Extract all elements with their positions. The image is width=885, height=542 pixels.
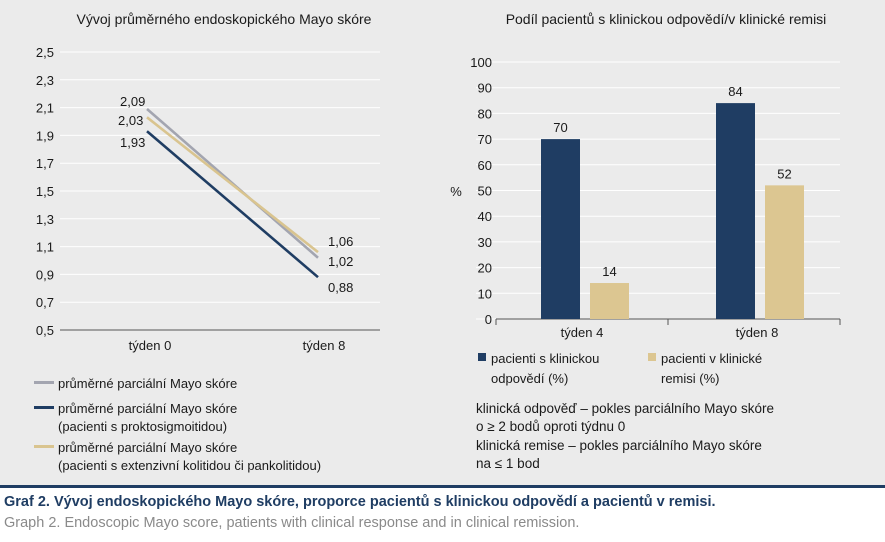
line-chart-y-tick: 1,7 [36, 156, 54, 171]
line-legend-label: průměrné parciální Mayo skóre [58, 376, 237, 391]
line-series-3 [146, 116, 319, 254]
note-line-3: klinická remise – pokles parciálního May… [476, 438, 762, 453]
line-chart-title: Vývoj průměrného endoskopického Mayo skó… [77, 11, 372, 27]
line-data-label: 1,93 [120, 135, 145, 150]
line-data-label: 1,06 [328, 234, 353, 249]
bar-series-2 [765, 185, 804, 319]
line-chart-y-tick: 1,9 [36, 128, 54, 143]
line-legend-label: průměrné parciální Mayo skóre [58, 440, 237, 455]
caption-czech: Graf 2. Vývoj endoskopického Mayo skóre,… [4, 494, 716, 510]
bar-legend-label: odpovědí (%) [491, 371, 568, 386]
line-chart-y-tick: 2,5 [36, 45, 54, 60]
line-data-label: 2,03 [118, 113, 143, 128]
line-legend-label: (pacienti s extenzivní kolitidou či pank… [58, 458, 321, 473]
line-data-label: 2,09 [120, 94, 145, 109]
bar-chart-y-tick: 20 [478, 261, 492, 276]
line-chart-y-tick: 0,5 [36, 323, 54, 338]
bar-legend-swatch [648, 353, 656, 361]
bar-legend-label: pacienti v klinické [661, 351, 762, 366]
line-chart-y-tick: 0,7 [36, 295, 54, 310]
bar-chart-x-tick: týden 4 [561, 325, 604, 340]
bar-chart-y-tick: 40 [478, 209, 492, 224]
line-chart-y-tick: 1,5 [36, 184, 54, 199]
bar-data-label: 52 [777, 166, 791, 181]
caption-english: Graph 2. Endoscopic Mayo score, patients… [4, 515, 580, 531]
line-data-label: 1,02 [328, 254, 353, 269]
bar-series-2 [590, 283, 629, 319]
bar-series-1 [541, 139, 580, 319]
line-chart-x-tick: týden 0 [129, 338, 172, 353]
bar-chart-y-tick: 80 [478, 106, 492, 121]
bar-chart-y-tick: 30 [478, 235, 492, 250]
bar-chart-y-tick: 50 [478, 184, 492, 199]
bar-chart-x-tick: týden 8 [736, 325, 779, 340]
line-chart-y-tick: 2,1 [36, 101, 54, 116]
figure-svg: Vývoj průměrného endoskopického Mayo skó… [34, 11, 841, 473]
bar-chart-y-tick: 70 [478, 132, 492, 147]
caption-divider [0, 485, 885, 488]
line-chart-y-tick: 2,3 [36, 73, 54, 88]
note-line-2: o ≥ 2 bodů oproti týdnu 0 [476, 419, 626, 434]
bar-legend-label: remisi (%) [661, 371, 720, 386]
line-chart-y-tick: 1,3 [36, 212, 54, 227]
bar-legend-swatch [478, 353, 486, 361]
bar-chart-y-tick: 100 [470, 55, 492, 70]
line-chart-y-tick: 1,1 [36, 240, 54, 255]
note-line-4: na ≤ 1 bod [476, 456, 540, 471]
line-legend-label: průměrné parciální Mayo skóre [58, 401, 237, 416]
line-series-2 [146, 130, 319, 279]
bar-data-label: 14 [602, 264, 616, 279]
bar-chart-y-tick: 90 [478, 81, 492, 96]
bar-series-1 [716, 103, 755, 320]
line-chart-x-tick: týden 8 [303, 338, 346, 353]
bar-legend-label: pacienti s klinickou [491, 351, 599, 366]
bar-chart-y-label: % [450, 184, 462, 199]
bar-chart-y-tick: 0 [485, 312, 492, 327]
bar-data-label: 84 [728, 84, 742, 99]
note-line-1: klinická odpověď – pokles parciálního Ma… [476, 401, 774, 416]
bar-chart-y-tick: 10 [478, 286, 492, 301]
bar-chart-title: Podíl pacientů s klinickou odpovědí/v kl… [506, 11, 827, 27]
line-data-label: 0,88 [328, 280, 353, 295]
bar-data-label: 70 [553, 120, 567, 135]
line-chart-y-tick: 0,9 [36, 267, 54, 282]
bar-chart-y-tick: 60 [478, 158, 492, 173]
line-legend-label: (pacienti s proktosigmoitidou) [58, 419, 227, 434]
